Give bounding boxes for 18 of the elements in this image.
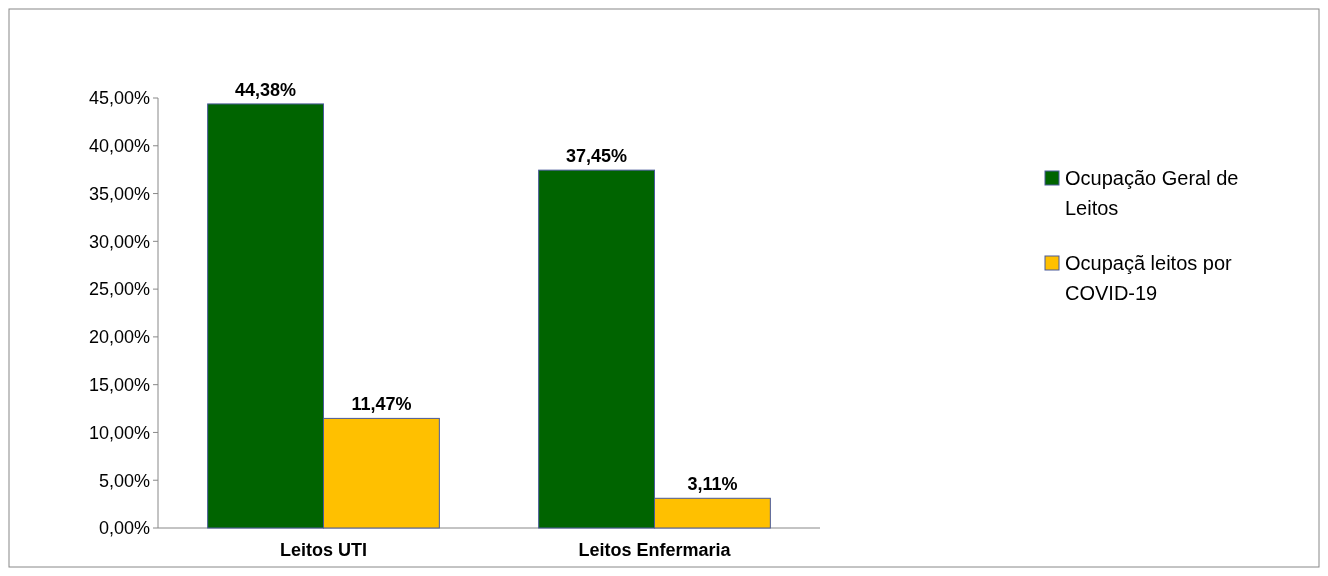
data-label: 44,38% [235,79,297,100]
y-tick-label: 25,00% [88,279,150,300]
y-tick-label: 35,00% [88,183,150,204]
legend-label: Ocupação Geral de Leitos [1065,167,1239,219]
x-tick-label: Leitos UTI [279,540,368,560]
y-tick-label: 5,00% [98,470,150,491]
y-tick-label: 40,00% [88,136,150,157]
y-tick-label: 20,00% [88,327,150,348]
y-tick-label: 0,00% [98,518,150,539]
y-tick-label: 10,00% [88,422,150,443]
y-tick-label: 45,00% [88,88,150,109]
y-tick-label: 30,00% [88,231,150,252]
y-tick-label: 15,00% [88,374,150,395]
data-label: 37,45% [566,146,628,167]
data-label: 3,11% [687,474,738,495]
data-label: 11,47% [351,394,412,415]
legend-label: Ocupaçã leitos por COVID-19 [1065,252,1233,304]
x-tick-label: Leitos Enfermaria [578,540,732,560]
